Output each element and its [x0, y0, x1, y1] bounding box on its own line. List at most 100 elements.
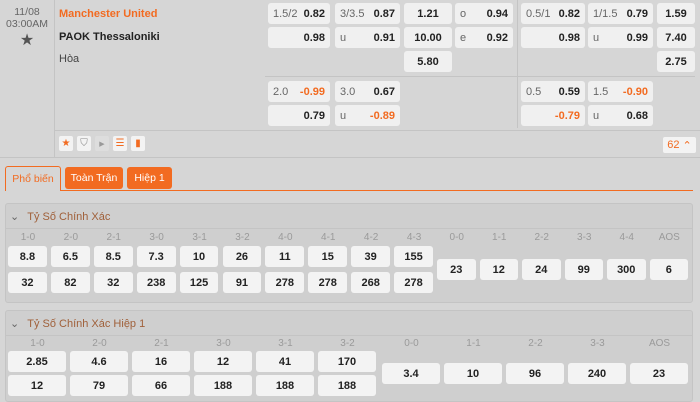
odds-button[interactable]: 23: [437, 259, 476, 280]
tab-first-half[interactable]: Hiệp 1: [127, 167, 172, 189]
odds-button[interactable]: 300: [607, 259, 646, 280]
odds-button[interactable]: 39: [351, 246, 391, 267]
odds-button[interactable]: 82: [50, 272, 90, 293]
odds-button[interactable]: 32: [93, 272, 133, 293]
odds-cell[interactable]: u 0.99: [588, 27, 653, 48]
score-label: 2-2: [528, 338, 543, 349]
odds-button[interactable]: 32: [8, 272, 47, 293]
odds-cell[interactable]: u 0.68: [588, 105, 653, 126]
odds-button[interactable]: 96: [506, 363, 564, 384]
odds-cell[interactable]: u -0.89: [335, 105, 400, 126]
odds-button[interactable]: 24: [522, 259, 561, 280]
odds-button[interactable]: 10: [179, 246, 219, 267]
odds-cell[interactable]: 3/3.5 0.87: [335, 3, 400, 24]
odds-value: 0.98: [558, 31, 580, 44]
odds-button[interactable]: 170: [318, 351, 376, 372]
odds-cell[interactable]: 5.80: [404, 51, 452, 72]
odds-value: 1.21: [417, 7, 439, 20]
odds-button[interactable]: 15: [308, 246, 348, 267]
odds-button[interactable]: 12: [194, 351, 252, 372]
odds-button[interactable]: 2.85: [8, 351, 66, 372]
odds-button[interactable]: 188: [318, 375, 376, 396]
odds-cell[interactable]: 1.5 -0.90: [588, 81, 653, 102]
more-markets-button[interactable]: 62 ⌃: [663, 137, 696, 153]
odds-cell[interactable]: 0.79: [268, 105, 330, 126]
odds-button[interactable]: 16: [132, 351, 190, 372]
time-column: 11/08 03:00AM ★: [0, 0, 55, 158]
odds-button[interactable]: 6.5: [50, 246, 90, 267]
odds-button[interactable]: 125: [179, 272, 219, 293]
odds-button[interactable]: 11: [265, 246, 305, 267]
score-label: AOS: [658, 232, 680, 243]
odds-button[interactable]: 26: [222, 246, 262, 267]
odds-line: u: [340, 31, 347, 44]
odds-cell[interactable]: 0.98: [521, 27, 585, 48]
tab-popular[interactable]: Phổ biến: [5, 166, 61, 191]
section-title: Tỷ Số Chính Xác Hiệp 1: [27, 318, 146, 330]
odds-cell[interactable]: 0.5 0.59: [521, 81, 585, 102]
odds-line: u: [593, 109, 600, 122]
odds-button[interactable]: 278: [308, 272, 348, 293]
odds-button[interactable]: 79: [70, 375, 128, 396]
odds-cell[interactable]: 10.00: [404, 27, 452, 48]
odds-cell[interactable]: -0.79: [521, 105, 585, 126]
odds-button[interactable]: 268: [351, 272, 391, 293]
odds-button[interactable]: 155: [394, 246, 433, 267]
odds-cell[interactable]: 0.5/1 0.82: [521, 3, 585, 24]
odds-cell[interactable]: u 0.91: [335, 27, 400, 48]
odds-cell[interactable]: 2.75: [657, 51, 695, 72]
odds-button[interactable]: 3.4: [382, 363, 440, 384]
odds-cell[interactable]: 1/1.5 0.79: [588, 3, 653, 24]
odds-value: 0.79: [626, 7, 648, 20]
odds-cell[interactable]: o 0.94: [455, 3, 513, 24]
odds-cell[interactable]: 0.98: [268, 27, 330, 48]
odds-button[interactable]: 4.6: [70, 351, 128, 372]
score-label: AOS: [648, 338, 671, 349]
score-label: 3-3: [590, 338, 605, 349]
odds-button[interactable]: 10: [444, 363, 502, 384]
tab-label: Phổ biến: [12, 173, 54, 185]
odds-button[interactable]: 8.8: [8, 246, 47, 267]
odds-button[interactable]: 278: [265, 272, 305, 293]
odds-cell[interactable]: 2.0 -0.99: [268, 81, 330, 102]
play-icon[interactable]: ▶: [95, 136, 109, 151]
odds-button[interactable]: 12: [479, 259, 518, 280]
odds-cell[interactable]: e 0.92: [455, 27, 513, 48]
score-label: 3-2: [340, 338, 355, 349]
scoreboard-icon[interactable]: ☰: [113, 136, 127, 151]
odds-button[interactable]: 188: [194, 375, 252, 396]
odds-button[interactable]: 7.3: [136, 246, 176, 267]
section-header[interactable]: ⌄ Tỷ Số Chính Xác: [10, 210, 110, 223]
odds-button[interactable]: 41: [256, 351, 314, 372]
odds-button[interactable]: 66: [132, 375, 190, 396]
odds-line: 3/3.5: [340, 7, 365, 20]
odds-button[interactable]: 188: [256, 375, 314, 396]
odds-cell[interactable]: 1.21: [404, 3, 452, 24]
odds-button[interactable]: 238: [136, 272, 176, 293]
odds-button[interactable]: 6: [649, 259, 688, 280]
tab-full-match[interactable]: Toàn Trận: [65, 167, 123, 189]
odds-button[interactable]: 91: [222, 272, 262, 293]
odds-value: 7.40: [665, 31, 687, 44]
odds-button[interactable]: 12: [8, 375, 66, 396]
odds-cell[interactable]: 1.5/2 0.82: [268, 3, 330, 24]
odds-button[interactable]: 240: [568, 363, 626, 384]
shirt-icon[interactable]: ⛉: [77, 136, 91, 151]
section-header[interactable]: ⌄ Tỷ Số Chính Xác Hiệp 1: [10, 317, 145, 330]
favorite-star-icon[interactable]: ★: [59, 136, 73, 151]
stats-chart-icon[interactable]: ▮: [131, 136, 145, 151]
score-label: 1-1: [492, 232, 507, 243]
odds-button[interactable]: 278: [394, 272, 433, 293]
odds-value: 0.82: [558, 7, 580, 20]
odds-cell[interactable]: 3.0 0.67: [335, 81, 400, 102]
odds-value: -0.79: [554, 109, 580, 122]
favorite-star-icon[interactable]: ★: [19, 32, 35, 49]
odds-value: 0.82: [303, 7, 325, 20]
odds-cell[interactable]: 7.40: [657, 27, 695, 48]
odds-cell[interactable]: 1.59: [657, 3, 695, 24]
odds-line: 3.0: [340, 85, 356, 98]
odds-button[interactable]: 99: [564, 259, 603, 280]
tab-bar-line: [5, 190, 693, 191]
odds-button[interactable]: 23: [630, 363, 688, 384]
odds-button[interactable]: 8.5: [93, 246, 133, 267]
